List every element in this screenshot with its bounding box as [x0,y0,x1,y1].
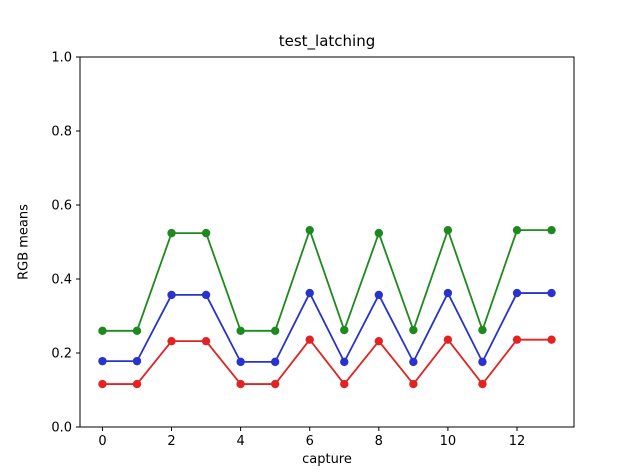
data-point-red-channel [512,335,522,344]
data-point-green-channel [132,326,142,335]
data-point-red-channel [409,379,418,389]
data-point-green-channel [443,225,453,235]
x-tick-label: 4 [236,434,244,449]
data-point-blue-channel [409,357,418,367]
data-point-red-channel [340,379,349,389]
data-point-green-channel [167,228,176,238]
data-point-green-channel [374,228,384,238]
x-tick-label: 10 [440,434,457,449]
data-point-green-channel [236,326,245,335]
data-point-blue-channel [167,290,176,300]
axes-spines [79,56,575,428]
series-line-red-channel [101,338,553,385]
data-point-red-channel [201,336,211,346]
data-point-green-channel [340,325,349,335]
data-point-blue-channel [201,290,211,300]
y-tick-label: 0.8 [51,125,72,140]
data-point-red-channel [478,379,487,389]
data-point-red-channel [236,379,245,389]
data-point-green-channel [201,228,211,238]
x-tick-label: 6 [306,434,314,449]
data-point-blue-channel [512,288,522,298]
data-point-green-channel [270,326,280,335]
x-tick-label: 8 [375,434,383,449]
series-line-green-channel [101,229,553,332]
data-point-red-channel [374,336,384,346]
x-tick-label: 0 [98,434,106,449]
data-point-red-channel [167,336,176,346]
data-point-green-channel [305,225,314,235]
data-point-blue-channel [132,356,142,366]
data-point-green-channel [409,325,418,335]
data-point-blue-channel [236,357,245,367]
data-point-blue-channel [305,288,314,298]
data-point-blue-channel [98,356,107,366]
data-point-blue-channel [547,288,556,298]
y-tick-label: 0.6 [51,199,72,214]
y-tick-label: 0.2 [51,347,72,362]
data-point-blue-channel [443,288,453,298]
y-tick-label: 1.0 [51,51,72,66]
data-point-blue-channel [478,357,487,367]
x-axis-label: capture [302,452,352,467]
y-tick-label: 0.0 [51,421,72,436]
data-point-blue-channel [340,357,349,367]
data-point-blue-channel [374,290,384,300]
data-point-green-channel [478,325,487,335]
data-point-red-channel [547,335,556,344]
data-point-red-channel [270,379,280,389]
x-tick-label: 12 [509,434,526,449]
data-point-green-channel [98,326,107,335]
data-point-red-channel [132,379,142,389]
data-point-red-channel [443,335,453,344]
series-line-blue-channel [101,292,553,363]
data-point-red-channel [98,379,107,389]
data-point-blue-channel [270,357,280,367]
y-tick-label: 0.4 [51,273,72,288]
data-point-green-channel [512,225,522,235]
data-point-green-channel [547,225,556,235]
x-tick-label: 2 [167,434,175,449]
chart-title: test_latching [278,32,376,50]
data-point-red-channel [305,335,314,344]
